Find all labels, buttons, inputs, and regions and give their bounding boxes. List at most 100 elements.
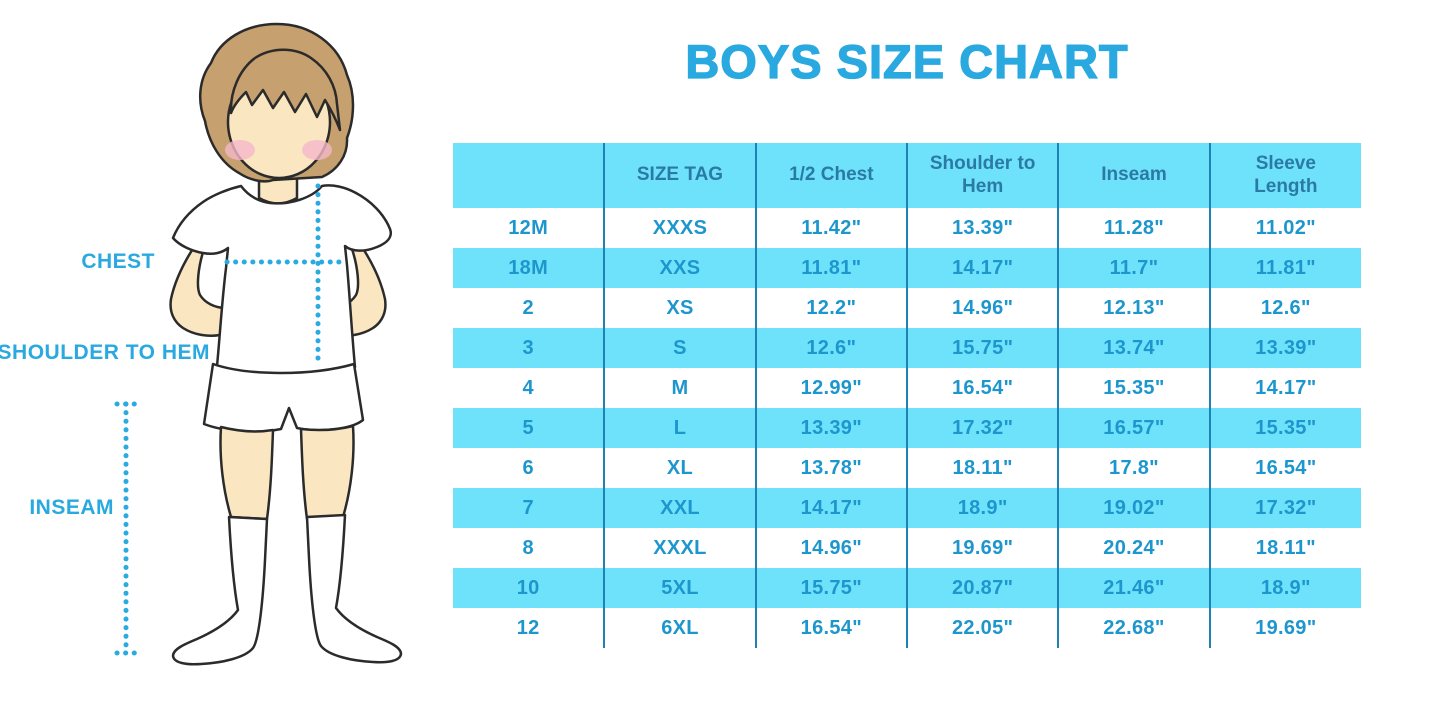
measurement-cell: 12.6" bbox=[1208, 288, 1361, 328]
sock-right bbox=[305, 513, 403, 664]
measurement-cell: 15.35" bbox=[1057, 368, 1210, 408]
measurement-cell: 14.96" bbox=[905, 288, 1059, 328]
table-row: 10 5XL 15.75" 20.87" 21.46" 18.9" bbox=[453, 568, 1361, 608]
size-label-cell: 8 bbox=[522, 536, 534, 559]
table-row: 12M XXXS 11.42" 13.39" 11.28" 11.02" bbox=[453, 208, 1361, 248]
size-table-header-row: SIZE TAG 1/2 Chest Shoulder to Hem Inseam Sl… bbox=[453, 143, 1361, 208]
size-tag-cell: M bbox=[603, 368, 756, 408]
measurement-cell: 11.42" bbox=[754, 208, 907, 248]
measurement-cell: 14.17" bbox=[754, 488, 907, 528]
measurement-cell: 19.02" bbox=[1057, 488, 1210, 528]
measurement-cell: 16.57" bbox=[1057, 408, 1210, 448]
measurement-cell: 20.87" bbox=[905, 568, 1059, 608]
measurement-cell: 18.9" bbox=[1208, 568, 1361, 608]
column-header: Sleeve Length bbox=[1208, 143, 1361, 208]
measurement-cell: 11.02" bbox=[1208, 208, 1361, 248]
boy-figure bbox=[169, 22, 403, 666]
measurement-cell: 11.81" bbox=[754, 248, 907, 288]
measurement-cell: 16.54" bbox=[754, 608, 907, 648]
measurement-cell: 15.75" bbox=[754, 568, 907, 608]
measurement-cell: 13.39" bbox=[905, 208, 1059, 248]
measurement-cell: 17.32" bbox=[905, 408, 1059, 448]
size-tag-cell: 6XL bbox=[603, 608, 756, 648]
measurement-cell: 19.69" bbox=[1208, 608, 1361, 648]
size-tag-cell: S bbox=[603, 328, 756, 368]
measurement-cell: 16.54" bbox=[1208, 448, 1361, 488]
size-label-cell: 3 bbox=[522, 336, 534, 359]
table-row: 8 XXXL 14.96" 19.69" 20.24" 18.11" bbox=[453, 528, 1361, 568]
measurement-cell: 18.9" bbox=[905, 488, 1059, 528]
size-label-cell: 18M bbox=[508, 256, 549, 279]
size-label-cell: 12 bbox=[516, 616, 540, 639]
arm-left bbox=[169, 236, 228, 337]
inseam-dotted-line bbox=[114, 401, 142, 656]
chest-label: CHEST bbox=[81, 250, 155, 273]
sock-left bbox=[171, 515, 269, 666]
leg-right bbox=[299, 424, 355, 521]
size-label-cell: 7 bbox=[522, 496, 534, 519]
size-table-head: SIZE TAG 1/2 Chest Shoulder to Hem Inseam Sl… bbox=[453, 143, 1361, 208]
size-label-cell: 4 bbox=[522, 376, 534, 399]
table-row: 12 6XL 16.54" 22.05" 22.68" 19.69" bbox=[453, 608, 1361, 648]
measurement-cell: 20.24" bbox=[1057, 528, 1210, 568]
boy-measurement-illustration: CHEST SHOULDER TO HEM INSEAM bbox=[0, 22, 403, 666]
table-row: 3 S 12.6" 15.75" 13.74" 13.39" bbox=[453, 328, 1361, 368]
size-label-cell: 6 bbox=[522, 456, 534, 479]
table-row: 2 XS 12.2" 14.96" 12.13" 12.6" bbox=[453, 288, 1361, 328]
measurement-cell: 22.68" bbox=[1057, 608, 1210, 648]
measurement-cell: 11.81" bbox=[1208, 248, 1361, 288]
size-tag-cell: XXXS bbox=[603, 208, 756, 248]
size-tag-cell: 5XL bbox=[603, 568, 756, 608]
measurement-cell: 13.78" bbox=[754, 448, 907, 488]
size-tag-cell: XXS bbox=[603, 248, 756, 288]
size-label-cell: 2 bbox=[522, 296, 534, 319]
measurement-cell: 13.39" bbox=[754, 408, 907, 448]
measurement-cell: 12.99" bbox=[754, 368, 907, 408]
column-header: 1/2 Chest bbox=[754, 143, 907, 208]
table-row: 7 XXL 14.17" 18.9" 19.02" 17.32" bbox=[453, 488, 1361, 528]
table-row: 5 L 13.39" 17.32" 16.57" 15.35" bbox=[453, 408, 1361, 448]
size-table: SIZE TAG 1/2 Chest Shoulder to Hem Inseam Sl… bbox=[453, 143, 1361, 648]
measurement-cell: 15.75" bbox=[905, 328, 1059, 368]
measurement-cell: 12.2" bbox=[754, 288, 907, 328]
shorts bbox=[202, 362, 365, 433]
size-label-cell: 10 bbox=[516, 576, 540, 599]
measurement-cell: 12.13" bbox=[1057, 288, 1210, 328]
measurement-cell: 16.54" bbox=[905, 368, 1059, 408]
measurement-cell: 11.7" bbox=[1057, 248, 1210, 288]
size-tag-cell: XXXL bbox=[603, 528, 756, 568]
measurement-cell: 14.17" bbox=[1208, 368, 1361, 408]
page-title: BOYS SIZE CHART bbox=[685, 34, 1129, 88]
table-row: 6 XL 13.78" 18.11" 17.8" 16.54" bbox=[453, 448, 1361, 488]
tshirt bbox=[171, 184, 392, 375]
measurement-cell: 12.6" bbox=[754, 328, 907, 368]
size-tag-cell: XXL bbox=[603, 488, 756, 528]
measurement-cell: 22.05" bbox=[905, 608, 1059, 648]
measurement-cell: 11.28" bbox=[1057, 208, 1210, 248]
corner-header bbox=[453, 143, 604, 208]
measurement-cell: 17.32" bbox=[1208, 488, 1361, 528]
size-table-body: 12M XXXS 11.42" 13.39" 11.28" 11.02" 18M XXS 11.… bbox=[453, 208, 1361, 648]
table-row: 18M XXS 11.81" 14.17" 11.7" 11.81" bbox=[453, 248, 1361, 288]
hair-fringe bbox=[229, 48, 342, 132]
measurement-cell: 14.17" bbox=[905, 248, 1059, 288]
measurement-cell: 14.96" bbox=[754, 528, 907, 568]
measurement-cell: 19.69" bbox=[905, 528, 1059, 568]
leg-left bbox=[219, 425, 275, 521]
inseam-label: INSEAM bbox=[29, 496, 114, 519]
measurement-figure-panel: CHEST SHOULDER TO HEM INSEAM bbox=[0, 0, 450, 723]
size-label-cell: 5 bbox=[522, 416, 534, 439]
measurement-cell: 18.11" bbox=[905, 448, 1059, 488]
size-tag-cell: L bbox=[603, 408, 756, 448]
measurement-cell: 17.8" bbox=[1057, 448, 1210, 488]
size-tag-cell: XS bbox=[603, 288, 756, 328]
measurement-cell: 18.11" bbox=[1208, 528, 1361, 568]
size-tag-cell: XL bbox=[603, 448, 756, 488]
table-row: 4 M 12.99" 16.54" 15.35" 14.17" bbox=[453, 368, 1361, 408]
column-header: Shoulder to Hem bbox=[905, 143, 1059, 208]
cheek-right bbox=[302, 140, 332, 160]
measurement-cell: 15.35" bbox=[1208, 408, 1361, 448]
measurement-cell: 21.46" bbox=[1057, 568, 1210, 608]
column-header: Inseam bbox=[1057, 143, 1210, 208]
